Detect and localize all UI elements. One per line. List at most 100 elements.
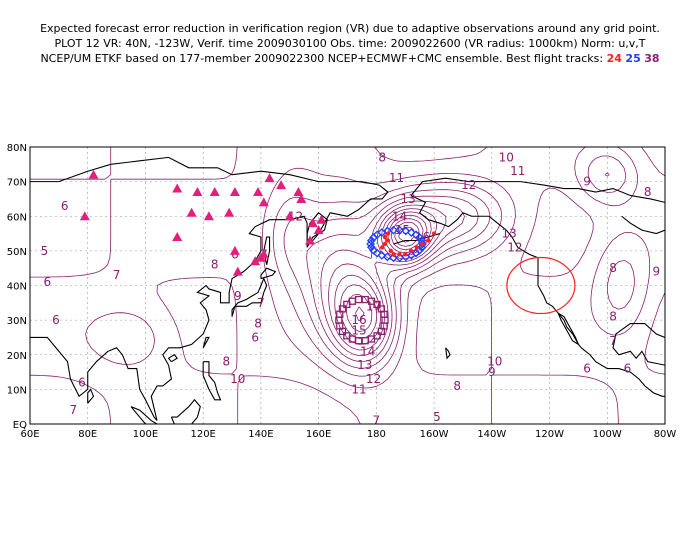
flight-track-38-point [377,305,386,313]
flight-track-24-point [397,252,402,257]
flight-track-24-point [388,248,393,254]
raob-site-triangle [313,225,324,235]
contour-label: 12 [507,240,522,254]
contour-label: 8 [211,258,219,272]
lat-label: 20N [7,351,27,362]
lat-label: 40N [7,282,27,293]
lon-label: 60E [20,429,39,440]
raob-site-triangle [250,256,261,266]
contour-label: 6 [43,275,51,289]
raob-site-triangle [276,180,287,190]
raob-site-triangle [284,211,295,221]
lat-label: 70N [7,178,27,189]
contour-label: 15 [351,324,366,338]
contour-label: 5 [433,410,441,424]
contour-label: 10 [487,355,502,369]
contour-label: 13 [400,192,415,206]
flight-track-38-point [343,300,351,309]
track-label-25: 25 [625,52,641,65]
raob-site-triangle [316,214,327,224]
contour-line [85,147,651,389]
flight-track-24-point [385,238,391,243]
flight-track-25-point [377,250,387,260]
raob-site-triangle [224,207,235,217]
contour-label: 9 [583,175,591,189]
contour-label: 8 [609,261,617,275]
contour-label: 10 [230,372,245,386]
coastline [445,347,451,360]
contour-label: 14 [392,209,407,223]
raob-site-triangle [258,197,269,207]
lon-label: 140E [248,429,273,440]
contour-label: 6 [78,375,86,389]
lon-label: 160E [306,429,331,440]
lon-label: 120W [535,429,564,440]
lon-label: 80W [654,429,677,440]
contour-label: 6 [583,362,591,376]
plot-title-line-2: PLOT 12 VR: 40N, -123W, Verif. time 2009… [54,37,646,50]
flight-track-24-point [379,245,385,250]
lat-label: 60N [7,212,27,223]
contour-label: 14 [360,344,375,358]
flight-tracks [335,225,437,345]
contour-label: 9 [488,365,496,379]
raob-site-triangle [296,193,307,203]
flight-track-24-point [408,248,414,254]
track-label-24: 24 [606,52,622,65]
coastline [167,354,179,363]
lon-label: 160W [420,429,449,440]
coastlines [30,156,665,424]
contour-label: 11 [510,164,525,178]
verification-region-circle [506,256,576,315]
flight-track-38-point [380,322,388,330]
flight-track-25-point [372,248,382,258]
contour-labels: 6567667897868106781113141516121210119813… [41,150,661,428]
lat-label: 80N [7,143,27,154]
flight-track-24-point [420,241,425,247]
coastline [557,312,580,346]
contour-label: 13 [357,358,372,372]
flight-track-24-point [431,231,437,236]
contour-label: 8 [609,310,617,324]
coastline [410,194,582,349]
raob-site-triangle [88,169,99,179]
raob-sites [79,169,327,276]
contour-line [272,155,635,377]
flight-track-24-point [382,241,388,247]
contour-label: 7 [113,268,121,282]
longitude-labels: 60E 80E 100E 120E 140E 160E 180 160W 140W 120W 100… [20,429,676,440]
lon-label: 100W [593,429,622,440]
flight-track-24-point [426,238,431,243]
contour-line [320,200,465,356]
contour-label: 6 [52,313,60,327]
contour-label: 16 [351,313,366,327]
contour-label: 7 [373,414,381,428]
flight-track-38-point [338,327,347,336]
flight-track-25-point [382,252,392,262]
coastline [202,336,210,349]
contour-line [306,195,479,362]
lon-label: 140W [477,429,506,440]
contour-label: 8 [222,355,230,369]
raob-site-triangle [172,232,183,242]
raob-site-triangle [264,173,275,183]
contour-label: 11 [351,382,366,396]
coastline [202,361,222,401]
contour-line [355,218,424,322]
flight-track-38-point [354,295,363,304]
contour-label: 12 [461,178,476,192]
flight-track-25-point [389,253,398,263]
plot-title-line-1: Expected forecast error reduction in ver… [40,22,660,35]
raob-site-triangle [307,218,318,228]
coastline [410,177,665,203]
contour-label: 12 [366,372,381,386]
contour-label: 8 [254,317,262,331]
contour-line [30,147,665,424]
lat-label: EQ [13,420,27,431]
contour-label: 9 [234,289,242,303]
raob-site-triangle [253,187,264,197]
contour-label: 7 [609,334,617,348]
lon-label: 80E [78,429,97,440]
map-frame [29,146,666,425]
